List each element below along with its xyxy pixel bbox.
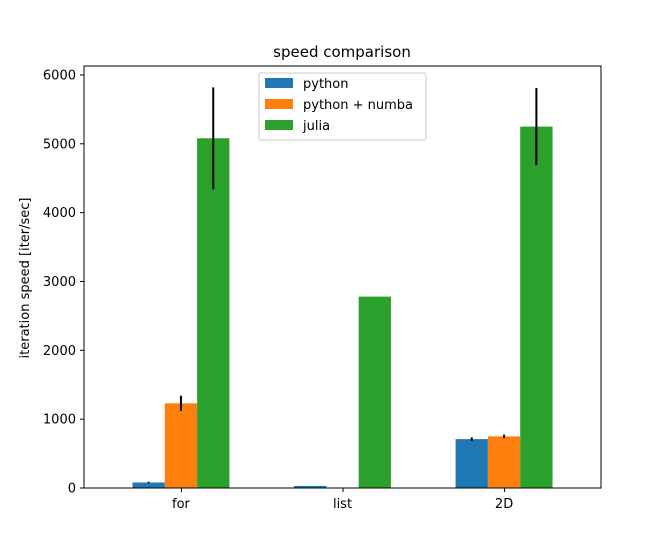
bar-python-numba-for [164,403,198,488]
legend-swatch [265,99,293,109]
x-tick-label: list [333,497,352,512]
bar-python-numba-2d [487,436,521,488]
y-axis-label: iteration speed [iter/sec] [18,198,33,359]
bar-julia-list [358,296,391,488]
bars-layer [132,126,553,488]
legend-swatch [265,78,293,88]
y-tick-label: 2000 [43,344,76,359]
y-tick-label: 0 [68,482,76,497]
x-tick-label: 2D [495,497,513,512]
bar-python-2d [455,439,488,488]
bar-python-for [132,482,165,488]
bar-julia-2d [520,126,553,488]
y-tick-label: 3000 [43,275,76,290]
axes-layer: 0 1000 2000 3000 4000 5000 6000 for list 2D [43,65,602,512]
legend-label: python + numba [303,98,413,113]
legend-label: julia [302,119,330,134]
bar-python-list [294,485,327,488]
legend: python python + numba julia [258,72,427,141]
legend-label: python [303,77,348,92]
legend-swatch [265,120,293,130]
chart-title: speed comparison [273,43,411,61]
y-tick-label: 4000 [43,206,76,221]
y-tick-label: 5000 [43,137,76,152]
x-tick-label: for [172,497,191,512]
legend-box [258,72,427,141]
bar-julia-for [197,138,230,488]
y-tick-label: 1000 [43,413,76,428]
y-tick-label: 6000 [43,68,76,83]
error-bars-layer [147,87,538,484]
